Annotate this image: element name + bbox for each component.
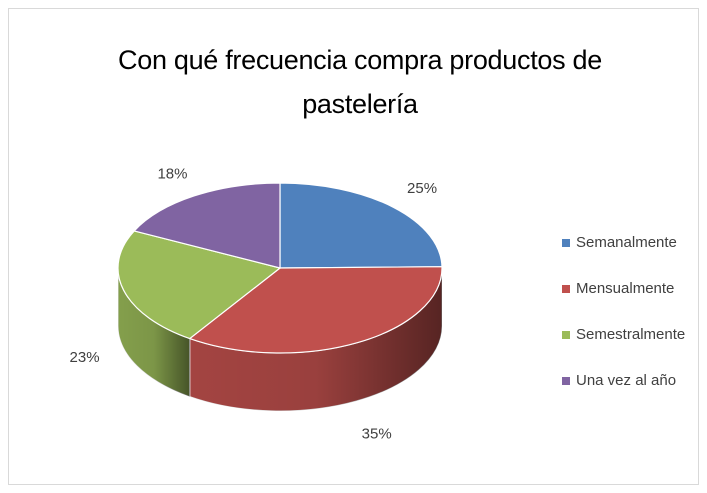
legend-swatch <box>562 377 570 385</box>
legend-swatch <box>562 331 570 339</box>
slice <box>188 266 443 354</box>
data-label: 23% <box>70 349 100 366</box>
legend-label: Semestralmente <box>576 326 685 343</box>
data-label: 18% <box>157 165 187 182</box>
slice <box>279 182 443 269</box>
slice-side-shade <box>118 268 190 397</box>
slice <box>133 182 281 269</box>
legend-swatch <box>562 285 570 293</box>
slice-side-shade <box>189 268 442 411</box>
data-label: 25% <box>407 180 437 197</box>
legend-label: Una vez al año <box>576 372 676 389</box>
data-label: 35% <box>362 425 392 442</box>
legend-label: Mensualmente <box>576 280 674 297</box>
chart-title: Con qué frecuencia compra productos de p… <box>118 45 602 119</box>
legend-swatch <box>562 239 570 247</box>
chart-border <box>8 8 699 485</box>
legend-label: Semanalmente <box>576 234 677 251</box>
